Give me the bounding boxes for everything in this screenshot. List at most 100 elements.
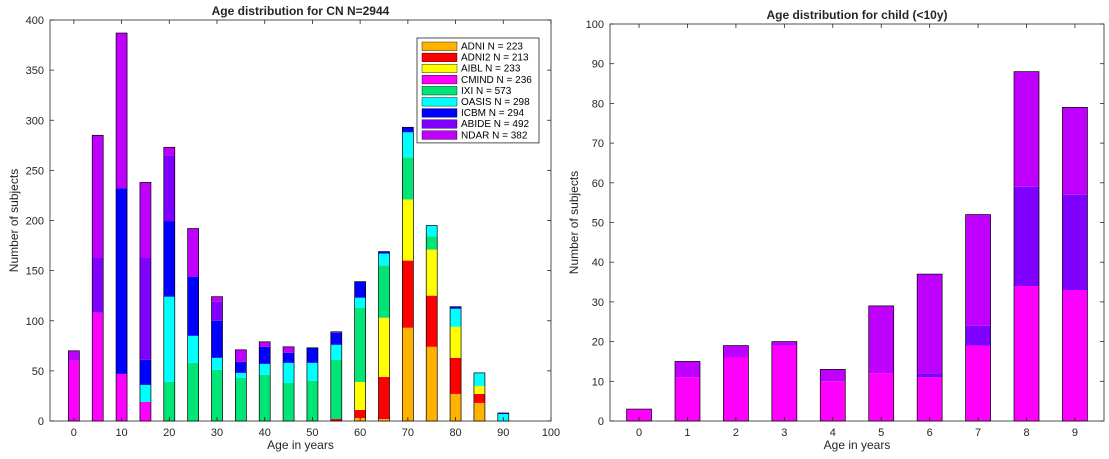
bar-segment [306, 380, 318, 421]
x-tick-label: 90 [497, 427, 509, 439]
bar-segment [330, 332, 342, 345]
legend-entry: CMIND N = 236 [461, 75, 532, 86]
bar-segment [1014, 186, 1040, 287]
bar-segment [378, 251, 390, 254]
x-tick-label: 5 [878, 427, 884, 439]
y-tick-label: 100 [586, 19, 604, 31]
x-tick-label: 60 [354, 427, 366, 439]
bar-segment [139, 401, 151, 421]
bar-segment [378, 265, 390, 318]
y-tick-label: 30 [592, 297, 604, 309]
bar-outline [139, 182, 152, 422]
bar-segment [211, 296, 223, 302]
bar-segment [163, 155, 175, 222]
bar-segment [626, 409, 652, 421]
chart-title: Age distribution for CN N=2944 [212, 4, 390, 18]
bar-segment [354, 381, 366, 410]
bar-segment [235, 349, 247, 362]
y-tick-label: 90 [592, 59, 604, 71]
bar-segment [92, 257, 104, 313]
bar-outline [378, 251, 390, 422]
y-tick-label: 100 [26, 316, 44, 328]
bar-segment [187, 335, 199, 363]
bar-segment [92, 312, 104, 421]
bar-segment [211, 320, 223, 358]
bar-segment [917, 274, 943, 374]
bar-segment [116, 373, 128, 421]
y-tick-label: 200 [26, 216, 44, 228]
x-tick-label: 4 [830, 427, 836, 439]
y-tick-label: 50 [32, 366, 44, 378]
bar-segment [450, 357, 462, 394]
bar-segment [1014, 71, 1040, 187]
legend-entry: ICBM N = 294 [461, 108, 525, 119]
y-tick-label: 300 [26, 115, 44, 127]
bar-segment [211, 301, 223, 321]
legend-swatch [421, 52, 458, 62]
bar-segment [235, 377, 247, 421]
bar-segment [139, 182, 151, 258]
legend-entry: ABIDE N = 492 [461, 119, 530, 130]
bar-segment [68, 360, 80, 421]
bar-outline [330, 331, 343, 422]
bar-segment [378, 376, 390, 419]
bar-segment [473, 393, 485, 403]
bar-segment [187, 362, 199, 421]
legend-entry: OASIS N = 298 [461, 97, 530, 108]
bar-segment [139, 359, 151, 385]
bar-outline [425, 225, 438, 422]
bar-segment [402, 327, 414, 421]
legend-swatch [421, 75, 458, 85]
legend-entry: ADNI2 N = 213 [461, 53, 529, 64]
bar-segment [868, 373, 894, 421]
y-tick-label: 250 [26, 165, 44, 177]
bar-segment [163, 147, 175, 156]
x-tick-label: 40 [259, 427, 271, 439]
bar-segment [163, 381, 175, 421]
bar-segment [917, 373, 943, 378]
bar-segment [187, 276, 199, 336]
bar-segment [1062, 289, 1088, 421]
y-tick-label: 20 [592, 337, 604, 349]
bar-segment [965, 345, 991, 421]
bar-outline [91, 134, 104, 422]
bar-segment [402, 199, 414, 261]
legend-swatch [421, 108, 458, 118]
legend-swatch [421, 97, 458, 107]
y-tick-label: 50 [592, 218, 604, 230]
bar-segment [116, 188, 128, 374]
y-tick-label: 80 [592, 98, 604, 110]
bar-outline [282, 346, 295, 422]
bar-segment [283, 382, 295, 421]
bar-outline [187, 228, 199, 422]
bar-segment [820, 369, 846, 382]
bar-segment [723, 345, 749, 358]
bar-segment [330, 418, 342, 421]
bar-segment [354, 307, 366, 382]
bar-segment [330, 359, 342, 419]
x-tick-label: 1 [684, 427, 690, 439]
bar-segment [965, 325, 991, 346]
legend-entry: AIBL N = 233 [461, 64, 521, 75]
bar-segment [917, 377, 943, 421]
bar-segment [450, 326, 462, 358]
bar-segment [211, 357, 223, 370]
bar-segment [1014, 286, 1040, 421]
bar-segment [771, 345, 797, 421]
bar-segment [139, 384, 151, 402]
bar-segment [68, 350, 80, 361]
chart-title: Age distribution for child (<10y) [766, 8, 947, 22]
bar-segment [402, 157, 414, 200]
bar-segment [426, 346, 438, 421]
x-tick-label: 100 [542, 427, 560, 439]
x-tick-label: 6 [927, 427, 933, 439]
bar-outline [473, 372, 486, 422]
y-tick-label: 60 [592, 178, 604, 190]
bar-segment [378, 317, 390, 377]
bar-segment [426, 249, 438, 296]
legend-swatch [421, 86, 458, 96]
x-tick-label: 10 [115, 427, 127, 439]
bar-segment [497, 412, 509, 414]
